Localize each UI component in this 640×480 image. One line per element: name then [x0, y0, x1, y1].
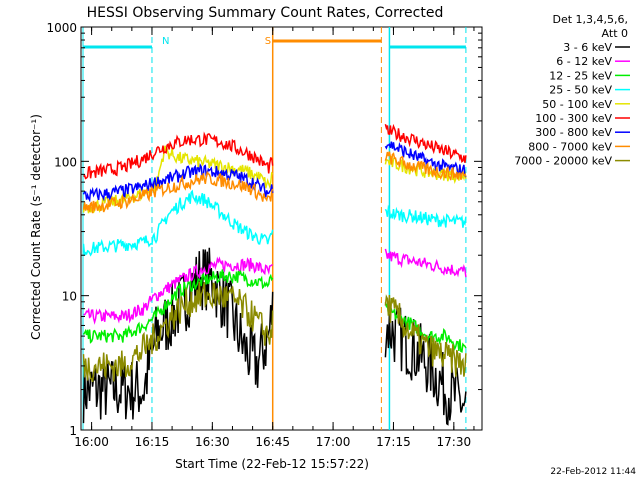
y-tick-label: 100 [54, 155, 77, 169]
legend-label: 6 - 12 keV [556, 55, 612, 68]
annotation-s: S [265, 36, 271, 47]
y-tick-label: 1000 [46, 21, 77, 35]
x-tick-label: 16:30 [195, 435, 230, 449]
series-25-50-kev [82, 189, 467, 257]
series-line-before [83, 256, 273, 325]
series-line-after [384, 248, 467, 278]
x-tick-label: 17:30 [437, 435, 472, 449]
series-line-after [384, 294, 467, 377]
legend-label: 25 - 50 keV [549, 84, 612, 97]
legend-label: 7000 - 20000 keV [514, 155, 612, 168]
legend-label: 3 - 6 keV [563, 41, 612, 54]
series-line-before [82, 163, 274, 203]
timestamp: 22-Feb-2012 11:44 [550, 467, 636, 477]
legend-label: 100 - 300 keV [535, 112, 612, 125]
x-axis-label: Start Time (22-Feb-12 15:57:22) [175, 457, 369, 471]
series-line-before [83, 131, 274, 180]
series-line-before [82, 170, 274, 214]
x-tick-label: 16:15 [135, 435, 170, 449]
series-line-after [384, 204, 467, 228]
legend-label: 12 - 25 keV [549, 69, 612, 82]
series-line-before [82, 247, 274, 424]
legend-title-line-1: Det 1,3,4,5,6, [552, 13, 628, 26]
series-800-7000-kev [82, 151, 467, 214]
legend-label: 50 - 100 keV [542, 98, 612, 111]
series-line-after [384, 151, 467, 181]
series-6-12-kev [83, 248, 467, 325]
x-tick-label: 17:15 [376, 435, 411, 449]
plot-frame [80, 26, 483, 431]
x-tick-label: 17:00 [316, 435, 351, 449]
y-tick-label: 1 [69, 424, 77, 438]
series-line-before [82, 269, 274, 344]
series-line-before [82, 281, 274, 383]
series-line-before [82, 189, 274, 257]
y-axis-label: Corrected Count Rate (s⁻¹ detector⁻¹) [29, 114, 43, 340]
legend-label: 300 - 800 keV [535, 126, 612, 139]
axes: 16:00 16:15 16:30 16:45 17:00 17:15 17:30 1 10 10… [46, 21, 482, 449]
series-7000-20000-kev [82, 281, 467, 383]
series-line-after [384, 306, 467, 426]
x-tick-label: 16:00 [74, 435, 109, 449]
chart-title: HESSI Observing Summary Count Rates, Cor… [87, 5, 444, 21]
legend-title-line-2: Att 0 [602, 27, 628, 40]
series-line-after [384, 123, 467, 164]
annotation-n: N [162, 36, 169, 47]
y-tick-label: 10 [62, 290, 77, 304]
legend-label: 800 - 7000 keV [528, 140, 612, 153]
x-tick-label: 16:45 [255, 435, 290, 449]
series-100-300-kev [83, 123, 467, 180]
